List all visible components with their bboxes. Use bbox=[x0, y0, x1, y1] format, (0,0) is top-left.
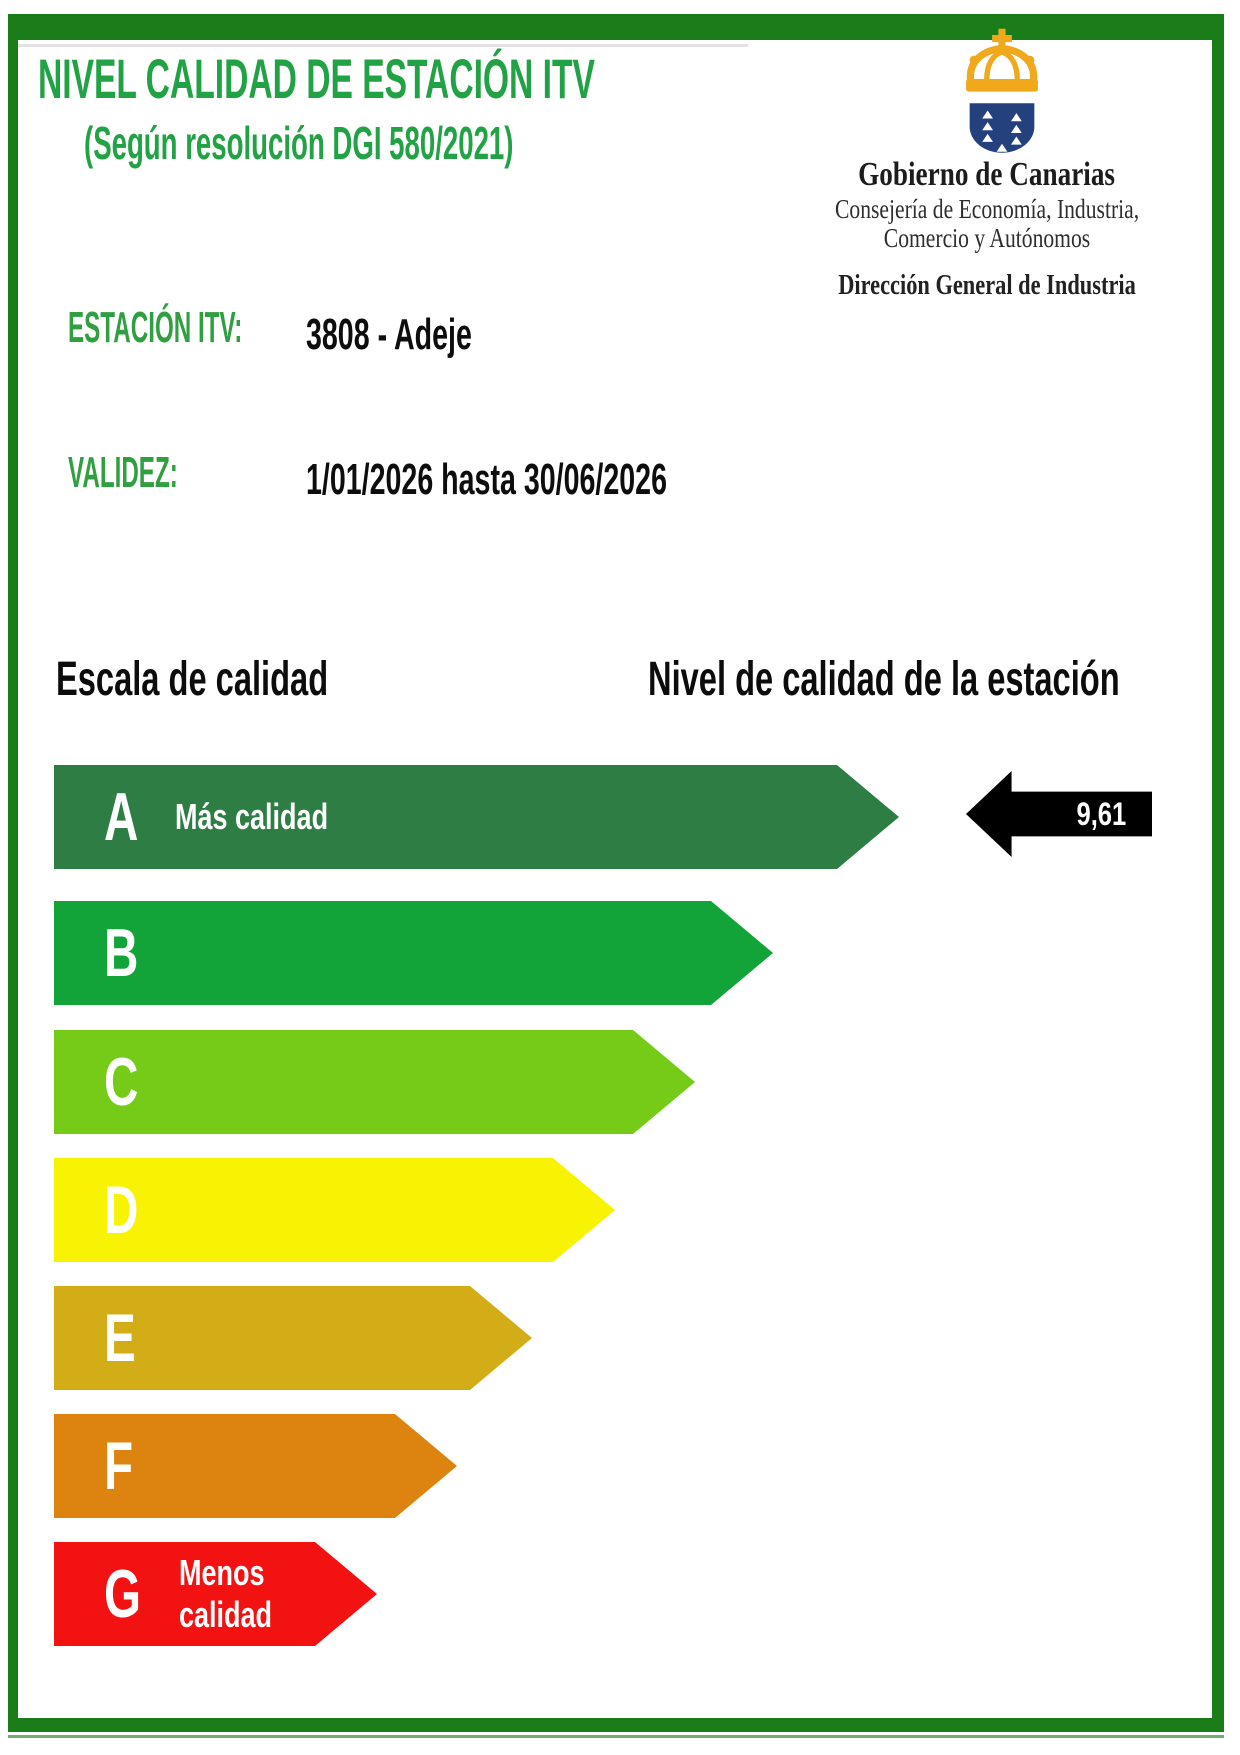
agency-department-line2: Comercio y Autónomos bbox=[883, 223, 1091, 253]
station-value: 3808 - Adeje bbox=[306, 310, 472, 359]
document-title: NIVEL CALIDAD DE ESTACIÓN ITV bbox=[38, 47, 966, 110]
rating-arrow: 9,61 bbox=[966, 771, 1152, 857]
page-border-bottom bbox=[8, 1718, 1224, 1732]
validity-label: VALIDEZ: bbox=[68, 448, 178, 497]
scan-artifact-line bbox=[18, 44, 748, 47]
scale-heading-left: Escala de calidad bbox=[56, 653, 329, 706]
scale-heading-right: Nivel de calidad de la estación bbox=[648, 653, 1120, 706]
page-border-left bbox=[8, 14, 18, 1732]
station-label: ESTACIÓN ITV: bbox=[68, 303, 243, 352]
page-border-top bbox=[8, 14, 1224, 40]
quality-bar-e: E bbox=[54, 1286, 532, 1390]
agency-name: Gobierno de Canarias bbox=[742, 155, 1232, 195]
grade-letter: G bbox=[104, 1556, 142, 1632]
quality-bar-a: A Más calidad bbox=[54, 765, 899, 869]
grade-note: Más calidad bbox=[175, 796, 329, 837]
grade-letter: C bbox=[104, 1044, 139, 1120]
agency-name-text: Gobierno de Canarias bbox=[858, 156, 1116, 193]
grade-letter: B bbox=[104, 915, 139, 991]
quality-bar-g: G Menos calidad bbox=[54, 1542, 377, 1646]
grade-letter: D bbox=[104, 1172, 139, 1248]
quality-bar-b: B bbox=[54, 901, 773, 1005]
quality-bar-d: D bbox=[54, 1158, 615, 1262]
grade-letter: A bbox=[104, 779, 139, 855]
agency-block: Gobierno de Canarias Consejería de Econo… bbox=[742, 155, 1232, 302]
quality-bar-f: F bbox=[54, 1414, 457, 1518]
grade-letter: E bbox=[104, 1300, 136, 1376]
grade-note: Menos calidad bbox=[178, 1552, 272, 1635]
page-border-right bbox=[1212, 14, 1224, 1732]
document-title-text: NIVEL CALIDAD DE ESTACIÓN ITV bbox=[38, 47, 595, 110]
canarias-coat-of-arms-icon bbox=[966, 28, 1038, 153]
quality-bar-c: C bbox=[54, 1030, 695, 1134]
document-subtitle: (Según resolución DGI 580/2021) bbox=[84, 116, 800, 170]
agency-department-line1: Consejería de Economía, Industria, bbox=[834, 194, 1140, 224]
page-border-echo bbox=[8, 1735, 1224, 1738]
grade-letter: F bbox=[104, 1428, 134, 1504]
validity-value: 1/01/2026 hasta 30/06/2026 bbox=[306, 455, 667, 504]
rating-value: 9,61 bbox=[1076, 795, 1126, 832]
agency-directorate: Dirección General de Industria bbox=[838, 270, 1136, 301]
document-subtitle-text: (Según resolución DGI 580/2021) bbox=[84, 117, 514, 169]
